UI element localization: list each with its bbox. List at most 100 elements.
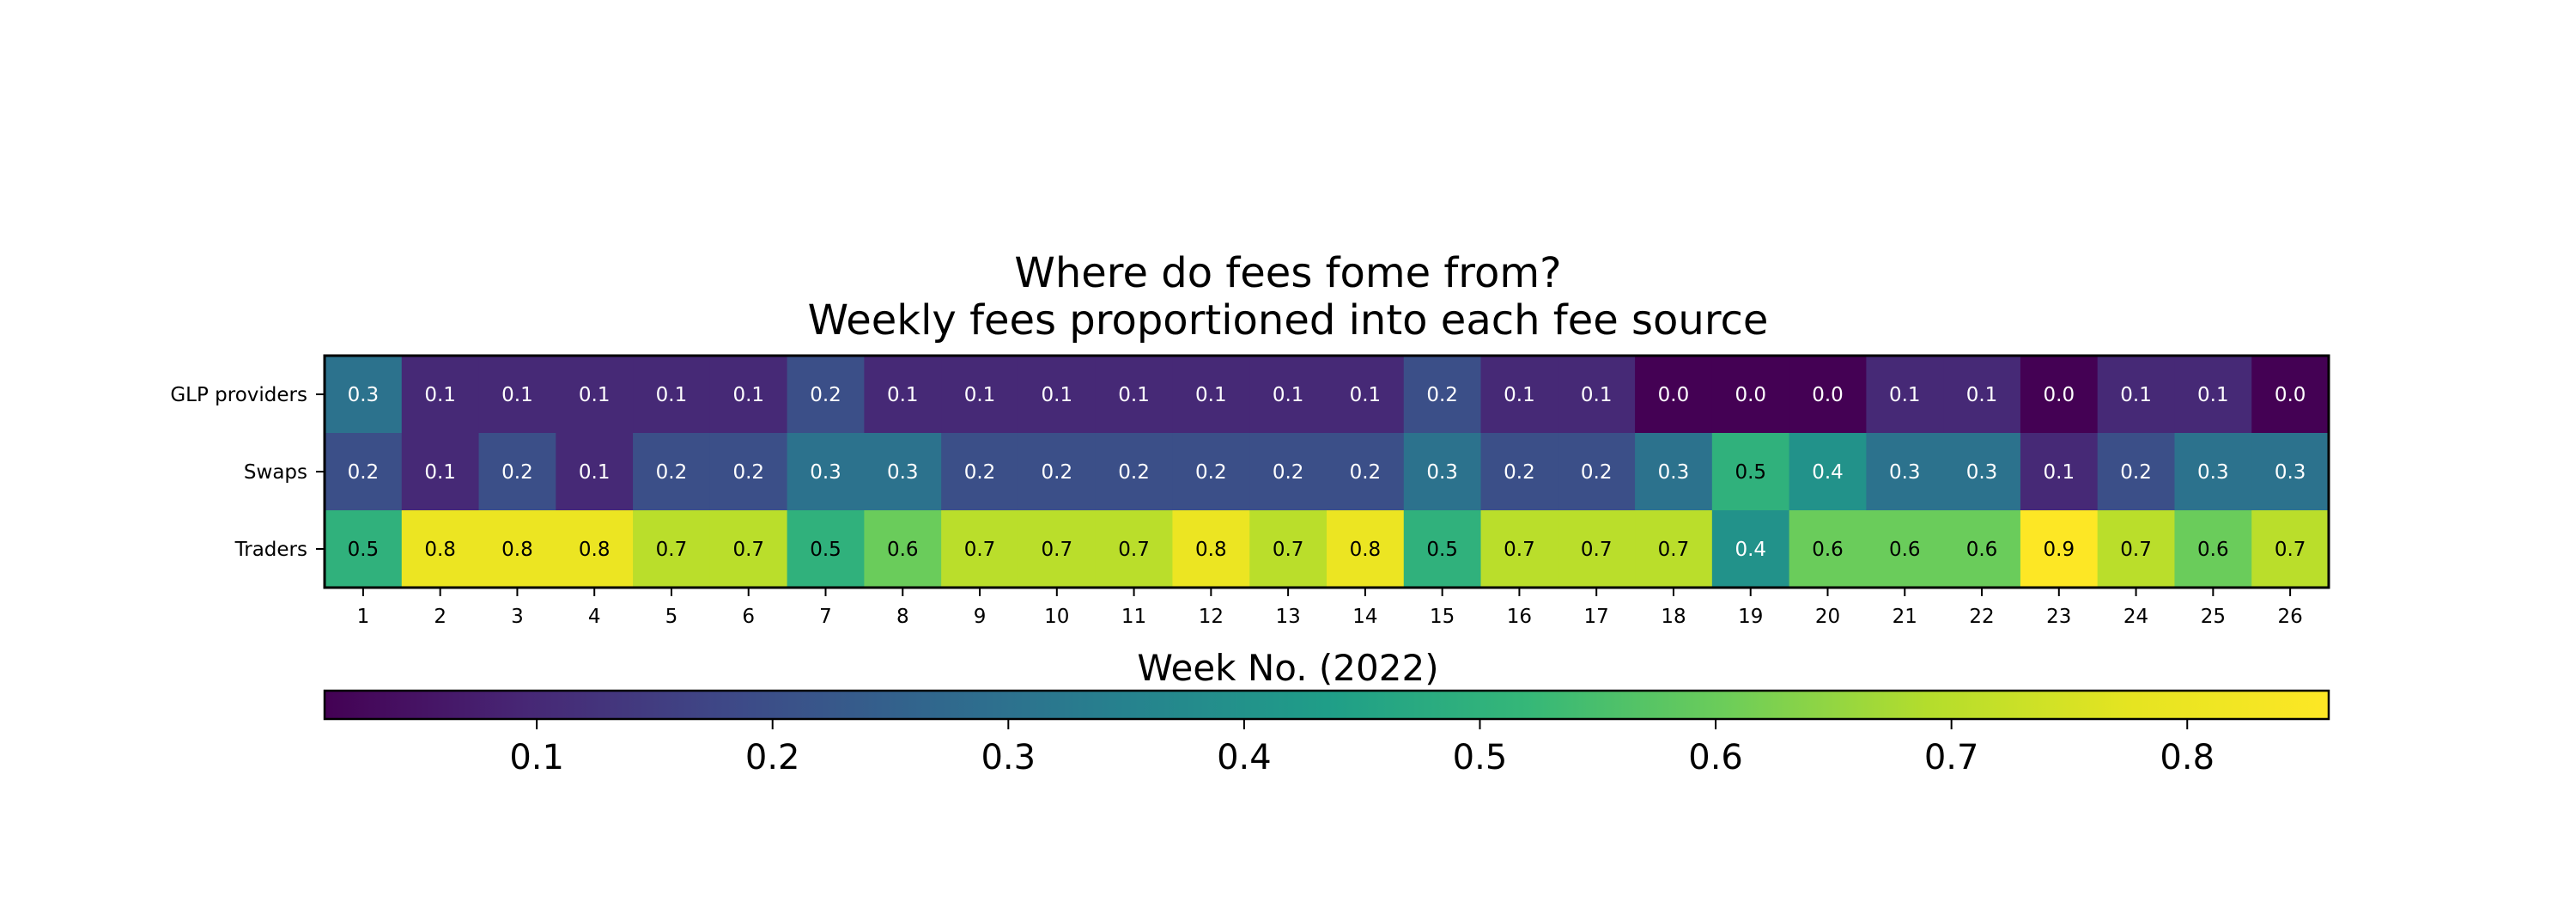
- x-tick-label: 4: [588, 606, 601, 628]
- heatmap-cell: [864, 433, 942, 511]
- heatmap-cell: [1327, 510, 1405, 588]
- cell-value-label: 0.4: [1735, 539, 1766, 561]
- cell-value-label: 0.3: [348, 384, 380, 406]
- heatmap-cell: [1711, 433, 1790, 511]
- colorbar-tick-label: 0.1: [509, 738, 564, 777]
- cell-value-label: 0.0: [1735, 384, 1766, 406]
- cell-value-label: 0.1: [1889, 384, 1921, 406]
- heatmap-cell: [1789, 433, 1867, 511]
- heatmap-cell: [325, 433, 403, 511]
- cell-value-label: 0.1: [1504, 384, 1535, 406]
- heatmap-cell: [633, 510, 711, 588]
- heatmap-cell: [709, 356, 788, 434]
- heatmap-cell: [2020, 510, 2099, 588]
- heatmap-cell: [1480, 433, 1558, 511]
- colorbar-tick-label: 0.6: [1688, 738, 1743, 777]
- colorbar-tick-label: 0.5: [1453, 738, 1508, 777]
- cell-value-label: 0.1: [887, 384, 919, 406]
- heatmap-cell: [1711, 510, 1790, 588]
- x-tick-label: 9: [974, 606, 987, 628]
- x-tick-label: 14: [1352, 606, 1377, 628]
- cell-value-label: 0.1: [579, 384, 611, 406]
- heatmap-cell: [1095, 510, 1174, 588]
- colorbar-tick-label: 0.3: [981, 738, 1036, 777]
- cell-value-label: 0.8: [579, 539, 611, 561]
- heatmap-cell: [1635, 356, 1713, 434]
- heatmap-cell: [941, 356, 1019, 434]
- heatmap-cell: [1172, 356, 1250, 434]
- cell-value-label: 0.7: [2275, 539, 2306, 561]
- x-tick-label: 21: [1893, 606, 1917, 628]
- cell-value-label: 0.2: [1426, 384, 1458, 406]
- x-tick-label: 3: [511, 606, 524, 628]
- cell-value-label: 0.1: [579, 461, 611, 484]
- cell-value-label: 0.2: [1042, 461, 1073, 484]
- cell-value-label: 0.2: [732, 461, 764, 484]
- cell-value-label: 0.1: [2197, 384, 2229, 406]
- cell-value-label: 0.1: [424, 384, 456, 406]
- cell-value-label: 0.7: [964, 539, 996, 561]
- cell-value-label: 0.4: [1812, 461, 1844, 484]
- heatmap-cell: [633, 356, 711, 434]
- cell-value-label: 0.6: [1966, 539, 1998, 561]
- cell-value-label: 0.2: [1195, 461, 1227, 484]
- cell-value-label: 0.7: [1118, 539, 1150, 561]
- heatmap-cell: [556, 433, 634, 511]
- cell-value-label: 0.2: [501, 461, 533, 484]
- cell-value-label: 0.1: [424, 461, 456, 484]
- cell-value-label: 0.1: [656, 384, 688, 406]
- cell-value-label: 0.5: [1426, 539, 1458, 561]
- x-tick-label: 11: [1121, 606, 1146, 628]
- cell-value-label: 0.6: [2197, 539, 2229, 561]
- cell-value-label: 0.2: [348, 461, 380, 484]
- cell-value-label: 0.7: [656, 539, 688, 561]
- heatmap-cell: [2251, 433, 2330, 511]
- colorbar-gradient: [325, 691, 2329, 719]
- heatmap-cell: [633, 433, 711, 511]
- cell-value-label: 0.1: [1195, 384, 1227, 406]
- heatmap-cell: [2020, 356, 2099, 434]
- heatmap-cell: [2097, 356, 2176, 434]
- heatmap-cell: [1866, 356, 1944, 434]
- heatmap-cell: [1866, 510, 1944, 588]
- cell-value-label: 0.5: [1735, 461, 1766, 484]
- cell-value-label: 0.3: [2275, 461, 2306, 484]
- heatmap-cell: [864, 356, 942, 434]
- heatmap-cell: [1480, 510, 1558, 588]
- heatmap-cell: [1558, 433, 1636, 511]
- heatmap-cell: [2174, 510, 2252, 588]
- heatmap-cell: [709, 510, 788, 588]
- heatmap-cell: [941, 510, 1019, 588]
- x-tick-label: 5: [665, 606, 678, 628]
- cell-value-label: 0.7: [732, 539, 764, 561]
- y-tick-label: Traders: [234, 539, 307, 561]
- heatmap-cell: [1403, 510, 1482, 588]
- cell-value-label: 0.1: [964, 384, 996, 406]
- cell-value-label: 0.2: [656, 461, 688, 484]
- heatmap-cell: [1789, 510, 1867, 588]
- cell-value-label: 0.2: [810, 384, 841, 406]
- cell-value-label: 0.7: [1273, 539, 1304, 561]
- cell-value-label: 0.0: [2275, 384, 2306, 406]
- cell-value-label: 0.2: [1581, 461, 1613, 484]
- heatmap-cell: [478, 433, 556, 511]
- x-tick-label: 24: [2123, 606, 2148, 628]
- cell-value-label: 0.2: [1118, 461, 1150, 484]
- heatmap-cell: [1327, 433, 1405, 511]
- cell-value-label: 0.7: [1658, 539, 1690, 561]
- x-tick-label: 19: [1738, 606, 1763, 628]
- chart-subtitle: Weekly fees proportioned into each fee s…: [807, 296, 1769, 344]
- colorbar-frame: [323, 689, 2330, 721]
- heatmap-cell: [1095, 356, 1174, 434]
- y-tick-label: Swaps: [244, 461, 307, 484]
- cell-value-label: 0.0: [2044, 384, 2075, 406]
- heatmap-cell: [1172, 433, 1250, 511]
- cell-value-label: 0.1: [732, 384, 764, 406]
- heatmap-cell: [2097, 510, 2176, 588]
- heatmap-cell: [556, 510, 634, 588]
- cell-value-label: 0.7: [1581, 539, 1613, 561]
- heatmap-cell: [1711, 356, 1790, 434]
- cell-value-label: 0.1: [1042, 384, 1073, 406]
- cell-value-label: 0.3: [1426, 461, 1458, 484]
